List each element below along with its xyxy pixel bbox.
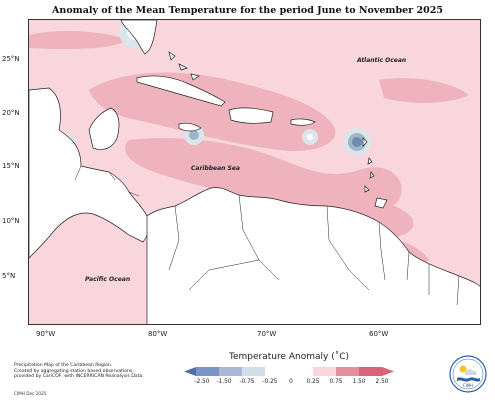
lat-label-10n: 10°N [2,217,20,225]
map-panel: Atlantic Ocean Caribbean Sea Pacific Oce… [28,19,481,325]
lat-label-5n: 5°N [2,272,16,280]
legend-tick: -2.50 [194,379,210,385]
sun-icon [459,365,467,373]
legend-swatch-4 [265,367,313,376]
legend-ticks: -2.50 -1.50 -0.75 -0.25 0 0.25 0.75 1.50… [184,379,394,387]
legend-tick: 0.25 [306,379,320,385]
cimh-logo: CIMH [449,355,487,393]
legend-tick: -0.25 [262,379,278,385]
pacific-ocean-label: Pacific Ocean [85,276,130,283]
cloud-icon [465,369,477,375]
lon-label-90w: 90°W [36,330,56,338]
footnote-credit: CIMH Dec 2025 [14,391,47,396]
lon-label-70w: 70°W [257,330,277,338]
legend-tick: -0.75 [239,379,255,385]
lat-label-15n: 15°N [2,162,20,170]
footnote-line-3: provided by CariCOF, with INCERRICAN Rea… [14,374,144,380]
legend-swatch-5 [313,367,336,376]
legend-tick: 0 [289,379,293,385]
legend-tick: -1.50 [216,379,232,385]
footnote-line-1: Precipitation Map of the Caribbean Regio… [14,363,113,368]
lon-label-80w: 80°W [148,330,168,338]
land-masses [29,20,480,324]
legend-swatch-3 [242,367,265,376]
map-footnote: Precipitation Map of the Caribbean Regio… [14,363,189,380]
lat-label-20n: 20°N [2,109,20,117]
wave-icon [457,377,480,382]
map-title: Anomaly of the Mean Temperature for the … [52,5,443,16]
legend-swatch-8 [382,367,394,376]
caribbean-sea-label: Caribbean Sea [191,165,240,172]
logo-text: CIMH [463,383,473,388]
legend-swatch-7 [359,367,382,376]
legend-title: Temperature Anomaly (˚C) [228,352,349,362]
legend-swatch-0 [184,367,196,376]
legend-tick: 1.50 [352,379,366,385]
footnote-line-2: Created by aggregating station based obs… [14,368,134,374]
legend-swatch-1 [196,367,219,376]
country-borders [74,165,460,306]
lon-label-60w: 60°W [369,330,389,338]
legend-colorbar [184,367,394,376]
caribbean-anomaly-map: Atlantic Ocean Caribbean Sea Pacific Oce… [29,20,480,324]
legend-swatch-2 [219,367,242,376]
legend-tick: 2.50 [375,379,389,385]
atlantic-ocean-label: Atlantic Ocean [356,57,406,64]
legend-swatch-6 [336,367,359,376]
legend-tick: 0.75 [329,379,343,385]
lat-label-25n: 25°N [2,55,20,63]
